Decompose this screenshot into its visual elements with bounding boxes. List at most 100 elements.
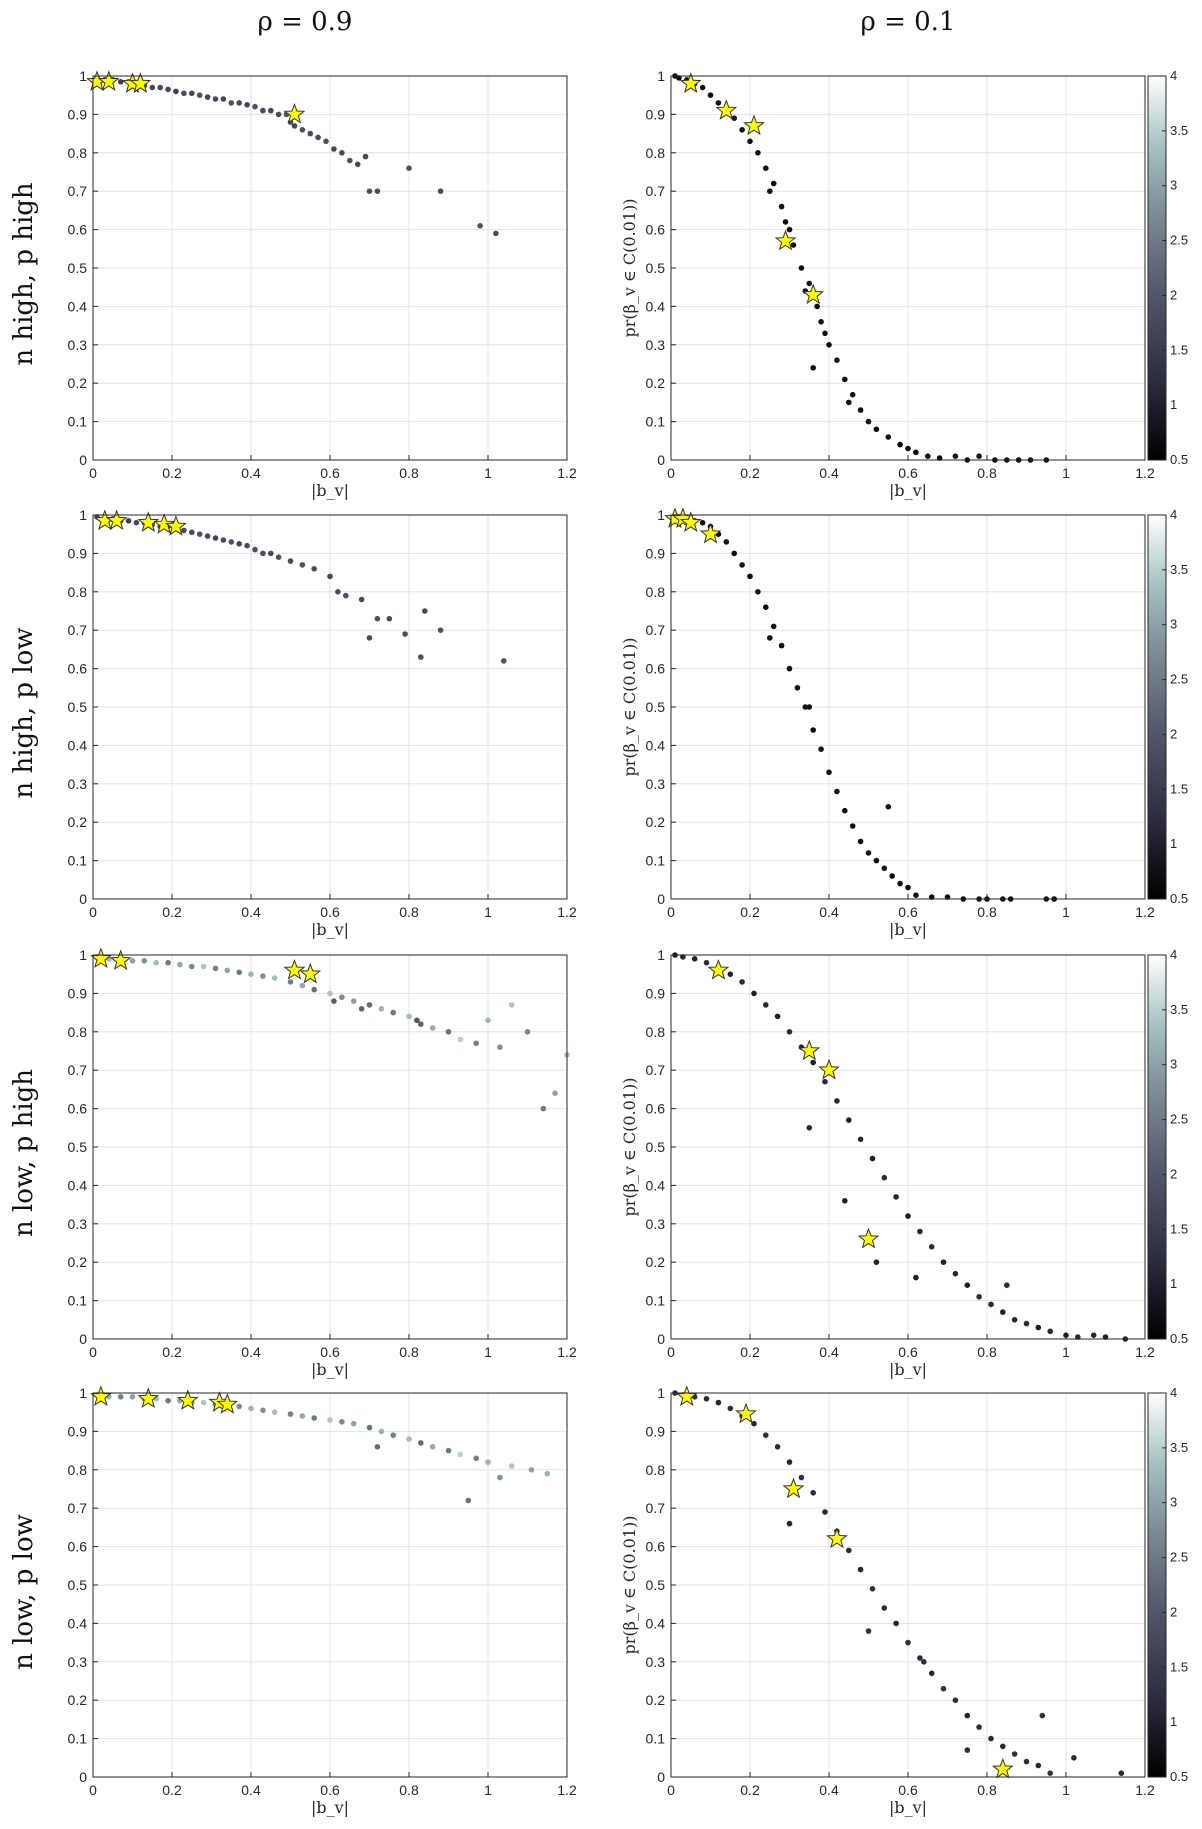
colorbar-tick-label: 3 xyxy=(1170,617,1177,632)
x-tick-label: 0.2 xyxy=(740,1344,760,1360)
axes-box xyxy=(670,954,1146,1340)
x-tick-label: 1 xyxy=(1062,1782,1070,1798)
x-axis-label: |b_v| xyxy=(889,481,927,500)
data-point xyxy=(437,627,444,633)
data-point xyxy=(299,982,306,989)
data-point xyxy=(366,1424,373,1431)
x-tick-label: 1.2 xyxy=(1135,1344,1155,1360)
y-tick-label: 0.1 xyxy=(68,853,88,869)
data-point xyxy=(881,1174,888,1181)
data-point xyxy=(1063,1332,1069,1338)
data-point xyxy=(798,265,805,271)
scatter-panel: 0 0.2 0.4 0.6 0.8 1 1.2 0 0.1 0.2 0.3 0.4 0.5 0.6 0.7 0… xyxy=(68,68,577,500)
data-point xyxy=(727,971,734,977)
data-point xyxy=(339,994,345,1000)
x-tick-label: 0.8 xyxy=(399,465,419,481)
colorbar-tick-label: 2.5 xyxy=(1170,672,1188,687)
star-marker xyxy=(153,513,175,534)
data-point xyxy=(767,635,773,641)
data-point xyxy=(497,1044,503,1050)
y-tick-label: 0.9 xyxy=(68,106,88,122)
data-point xyxy=(374,1444,381,1450)
star-marker xyxy=(90,947,112,969)
colorbar-tick-label: 3.5 xyxy=(1170,1440,1188,1455)
star-marker xyxy=(826,1527,848,1549)
data-point xyxy=(976,1294,982,1300)
y-tick-label: 0.6 xyxy=(68,1539,88,1555)
data-point xyxy=(252,546,258,553)
y-tick-label: 0.4 xyxy=(646,1615,666,1631)
row-label-n-low-p-high: n low, p high xyxy=(9,1069,39,1237)
data-point xyxy=(905,445,911,452)
y-tick-label: 0.9 xyxy=(68,985,88,1001)
data-point xyxy=(117,1394,124,1400)
data-point xyxy=(1102,1334,1109,1340)
data-point xyxy=(739,127,745,133)
data-point xyxy=(952,1270,959,1277)
y-tick-label: 0.7 xyxy=(68,1500,88,1516)
data-point xyxy=(976,1724,982,1730)
data-point xyxy=(418,1440,424,1446)
x-axis-label: |b_v| xyxy=(311,1360,349,1379)
data-point xyxy=(181,90,187,97)
data-point xyxy=(315,134,321,141)
data-point xyxy=(842,376,848,383)
data-point xyxy=(260,550,266,557)
y-tick-label: 0.2 xyxy=(68,375,88,391)
data-point xyxy=(287,558,294,564)
star-marker xyxy=(715,99,738,120)
x-tick-label: 0.6 xyxy=(898,1782,918,1798)
data-point xyxy=(248,971,254,977)
x-tick-label: 0.2 xyxy=(740,465,760,481)
column-title-rho-09: ρ = 0.9 xyxy=(258,7,353,37)
axes-box xyxy=(92,514,568,900)
data-point xyxy=(335,589,341,595)
data-point xyxy=(299,127,306,133)
colorbar-tick-label: 2 xyxy=(1170,1166,1177,1181)
data-point xyxy=(964,1712,971,1719)
data-point xyxy=(366,188,373,194)
data-point xyxy=(703,959,710,966)
colorbar-tick-label: 3.5 xyxy=(1170,562,1188,577)
data-point xyxy=(445,1029,452,1035)
star-marker xyxy=(176,1389,199,1410)
y-tick-label: 0.8 xyxy=(68,584,88,600)
data-point xyxy=(925,453,931,460)
data-point xyxy=(763,165,769,171)
y-tick-label: 0.5 xyxy=(646,1577,666,1593)
colorbar-tick-label: 1 xyxy=(1170,397,1177,412)
data-point xyxy=(699,519,706,526)
data-point xyxy=(905,1639,911,1646)
data-point xyxy=(406,1436,412,1442)
colorbar-tick-label: 0.5 xyxy=(1170,1769,1188,1784)
data-point xyxy=(869,1586,876,1592)
data-point xyxy=(849,823,856,829)
data-point xyxy=(806,704,813,710)
y-tick-label: 0.2 xyxy=(68,1692,88,1708)
data-point xyxy=(964,1747,971,1753)
x-tick-label: 0.2 xyxy=(740,1782,760,1798)
data-point xyxy=(327,573,333,580)
x-tick-label: 0.6 xyxy=(320,1344,340,1360)
data-point xyxy=(204,533,211,539)
y-tick-label: 0.3 xyxy=(68,776,88,792)
x-axis-label: |b_v| xyxy=(889,1798,927,1817)
y-tick-label: 0.7 xyxy=(646,1500,666,1516)
y-tick-label: 0.9 xyxy=(646,545,666,561)
data-point xyxy=(940,1685,947,1692)
x-tick-label: 0 xyxy=(89,465,97,481)
data-point xyxy=(928,1244,935,1250)
y-tick-label: 0.1 xyxy=(646,853,666,869)
star-marker xyxy=(137,511,160,532)
data-point xyxy=(271,975,278,981)
y-tick-label: 0.2 xyxy=(68,814,88,830)
data-point xyxy=(287,979,294,985)
data-point xyxy=(165,959,171,966)
data-point xyxy=(189,529,195,536)
data-point xyxy=(200,963,207,970)
data-point xyxy=(291,123,298,129)
data-point xyxy=(1023,1758,1030,1765)
scatter-panel: 0 0.2 0.4 0.6 0.8 1 1.2 0 0.1 0.2 0.3 0.4 0.5 0.6 0.7 0… xyxy=(68,507,577,939)
data-point xyxy=(260,973,266,979)
